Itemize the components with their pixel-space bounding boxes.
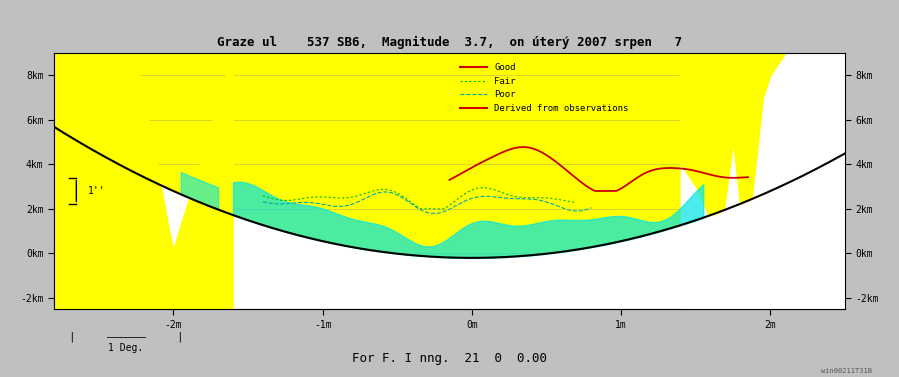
Text: |: | [68,331,76,342]
Text: For F. I nng.  21  0  0.00: For F. I nng. 21 0 0.00 [352,352,547,365]
Legend: Good, Fair, Poor, Derived from observations: Good, Fair, Poor, Derived from observati… [457,60,632,116]
Text: 1 Deg.: 1 Deg. [108,343,144,352]
Text: |: | [176,331,183,342]
Title: Graze ul    537 SB6,  Magnitude  3.7,  on úterý 2007 srpen   7: Graze ul 537 SB6, Magnitude 3.7, on úter… [217,36,682,49]
Text: 1'': 1'' [88,186,106,196]
Text: ────────: ──────── [106,332,146,341]
Polygon shape [54,53,233,309]
Text: win00211T31B: win00211T31B [821,368,872,374]
